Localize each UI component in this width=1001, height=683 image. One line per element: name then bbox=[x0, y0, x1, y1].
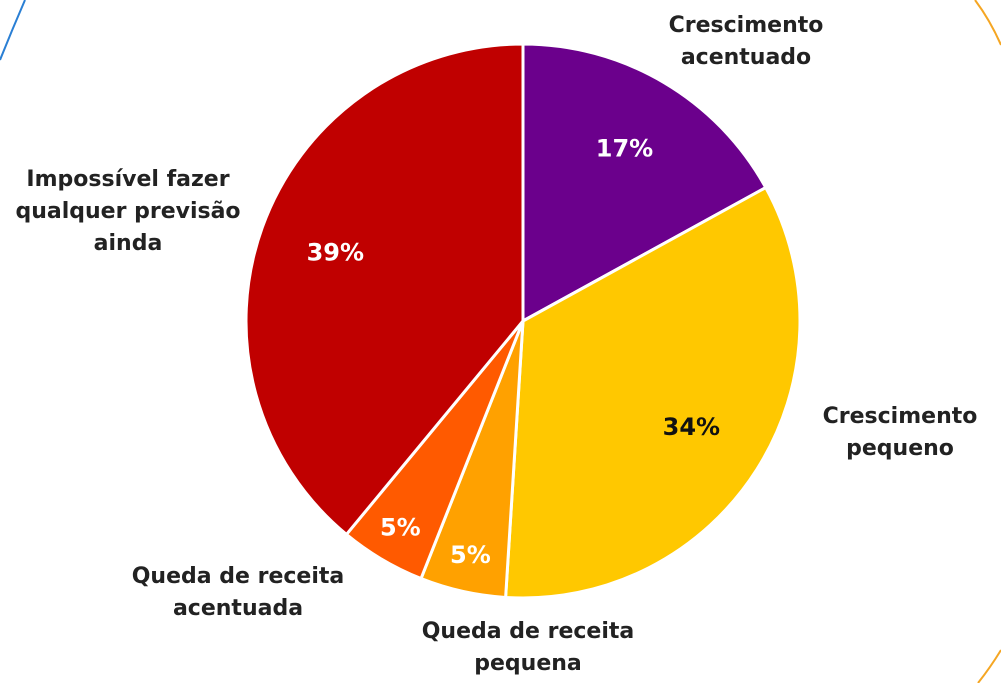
category-label: Queda de receita acentuada bbox=[131, 564, 345, 621]
decor-arc bbox=[977, 649, 1001, 683]
category-label: Impossível fazer qualquer previsão ainda bbox=[15, 167, 241, 256]
pie-slice bbox=[244, 42, 525, 537]
category-label: Crescimento pequeno bbox=[822, 404, 978, 461]
decor-arc bbox=[974, 0, 1001, 46]
pie-slice bbox=[521, 42, 768, 324]
pie-slice bbox=[504, 185, 802, 600]
decor-arc bbox=[0, 0, 26, 61]
value-label: 17% bbox=[596, 134, 653, 162]
value-label: 5% bbox=[450, 541, 491, 569]
value-label: 34% bbox=[663, 413, 720, 441]
category-label: Crescimento acentuado bbox=[668, 13, 824, 70]
value-label: 39% bbox=[307, 238, 364, 266]
category-label: Queda de receita pequena bbox=[421, 619, 635, 676]
value-label: 5% bbox=[380, 513, 421, 541]
